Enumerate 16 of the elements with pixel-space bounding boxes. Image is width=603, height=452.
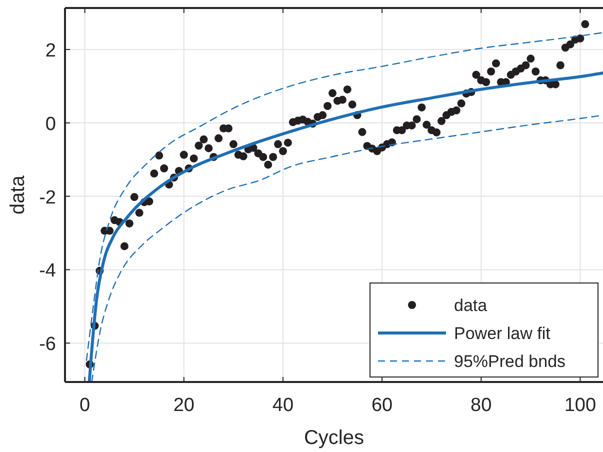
legend-label: Power law fit	[454, 324, 551, 343]
y-tick-label: -2	[39, 187, 56, 208]
y-tick-label: -6	[39, 334, 56, 356]
x-tick-label: 0	[80, 395, 90, 416]
y-axis-title: data	[7, 174, 29, 214]
x-tick-label: 60	[371, 395, 393, 416]
x-axis-title: Cycles	[304, 427, 364, 449]
x-tick-label: 80	[470, 395, 492, 416]
y-tick-label: 0	[45, 114, 56, 135]
legend-label: 95%Pred bnds	[454, 352, 566, 371]
legend-label: data	[454, 296, 488, 315]
x-tick-label: 20	[173, 395, 194, 416]
y-tick-label: -4	[39, 260, 56, 282]
x-tick-label: 40	[272, 395, 294, 416]
x-tick-label: 100	[564, 395, 596, 416]
y-tick-label: 2	[45, 40, 56, 62]
